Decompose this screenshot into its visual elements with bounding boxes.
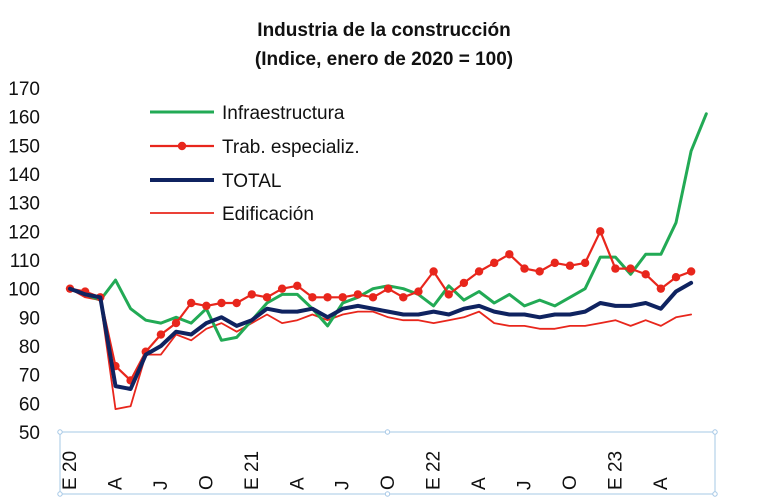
legend-label: Edificación xyxy=(222,204,314,225)
y-axis: 50 60 70 80 90 100 110 120 130 140 150 160 170 xyxy=(8,79,40,444)
data-point xyxy=(308,293,317,302)
series-edificaci-n xyxy=(69,287,692,411)
y-tick-label: 170 xyxy=(8,79,40,100)
data-point xyxy=(671,273,681,282)
legend-label: Trab. especializ. xyxy=(222,137,360,158)
legend-item: Infraestructura xyxy=(150,103,345,124)
chart-title: Industria de la construcción xyxy=(257,20,510,41)
data-point xyxy=(353,290,363,299)
x-tick-label: J xyxy=(151,481,172,491)
selection-handle xyxy=(384,491,391,497)
series-line xyxy=(69,287,692,411)
legend-label: TOTAL xyxy=(222,171,281,192)
data-point xyxy=(187,298,196,308)
data-point xyxy=(444,290,453,299)
data-point xyxy=(641,270,650,279)
series-total xyxy=(68,280,694,391)
y-tick-label: 140 xyxy=(8,165,40,186)
selection-handle xyxy=(384,429,391,435)
data-point xyxy=(505,250,514,259)
x-tick-label: E 23 xyxy=(605,451,626,490)
data-point xyxy=(414,287,423,296)
legend: Infraestructura Trab. especializ. TOTAL Edi… xyxy=(150,103,360,225)
data-point xyxy=(171,318,181,328)
x-tick-label: A xyxy=(105,477,126,490)
selection-handle xyxy=(712,429,718,435)
legend-marker xyxy=(177,141,187,151)
data-point xyxy=(535,267,544,276)
x-tick-label: O xyxy=(560,475,581,490)
data-point xyxy=(368,293,378,302)
x-tick-label: A xyxy=(651,477,672,490)
legend-item: TOTAL xyxy=(150,171,281,192)
data-point xyxy=(323,293,332,302)
x-tick-label: E 20 xyxy=(60,451,81,490)
data-point xyxy=(596,227,605,236)
y-tick-label: 70 xyxy=(19,366,40,387)
x-tick-label: A xyxy=(287,477,308,490)
data-point xyxy=(686,267,696,276)
data-point xyxy=(611,264,620,273)
data-point xyxy=(474,267,484,276)
data-point xyxy=(626,264,635,273)
x-tick-label: O xyxy=(196,475,217,490)
data-point xyxy=(565,261,575,270)
data-point xyxy=(338,293,347,302)
x-axis: E 20 A J O E 21 A J O E 22 A J O E 23 A xyxy=(57,429,718,497)
y-tick-label: 100 xyxy=(8,280,40,301)
data-point xyxy=(429,267,438,276)
y-tick-label: 160 xyxy=(8,108,40,129)
data-point xyxy=(520,264,529,273)
y-tick-label: 80 xyxy=(19,337,40,358)
data-point xyxy=(383,284,393,293)
data-point xyxy=(232,298,241,308)
x-tick-label: J xyxy=(515,481,536,491)
selection-handle xyxy=(712,491,718,497)
series-layer xyxy=(65,112,708,411)
x-tick-label: A xyxy=(469,477,490,490)
data-point xyxy=(490,258,499,268)
data-point xyxy=(262,293,272,302)
x-tick-label: J xyxy=(333,481,354,491)
data-point xyxy=(277,284,287,293)
y-tick-label: 90 xyxy=(19,308,40,329)
y-tick-label: 110 xyxy=(10,251,40,272)
y-tick-label: 50 xyxy=(19,423,40,444)
data-point xyxy=(656,284,666,293)
data-point xyxy=(156,330,166,339)
data-point xyxy=(217,298,226,308)
series-line xyxy=(68,280,694,391)
data-point xyxy=(399,293,408,302)
legend-label: Infraestructura xyxy=(222,103,345,124)
selection-handle xyxy=(57,491,63,497)
series-trab-especializ xyxy=(65,227,696,385)
x-tick-label: E 22 xyxy=(424,451,445,490)
selection-handle xyxy=(57,429,63,435)
data-point xyxy=(459,278,469,288)
data-point xyxy=(550,258,559,268)
x-tick-label: O xyxy=(378,475,399,490)
data-point xyxy=(202,301,211,311)
chart-subtitle: (Indice, enero de 2020 = 100) xyxy=(255,49,513,70)
y-tick-label: 60 xyxy=(19,394,40,415)
legend-item: Edificación xyxy=(150,204,314,225)
data-point xyxy=(293,281,302,290)
x-tick-label: E 21 xyxy=(242,451,263,490)
data-point xyxy=(580,258,590,268)
legend-item: Trab. especializ. xyxy=(150,137,360,158)
y-tick-label: 130 xyxy=(8,194,40,215)
y-tick-label: 150 xyxy=(8,136,40,157)
y-tick-label: 120 xyxy=(8,222,40,243)
data-point xyxy=(247,290,256,299)
